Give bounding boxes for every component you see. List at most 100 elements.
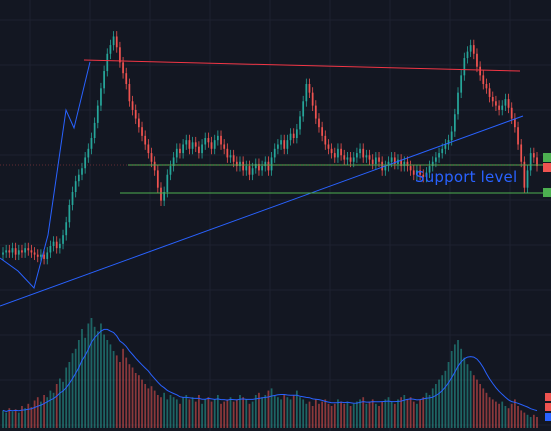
candle-body [450, 131, 453, 141]
candle-body [330, 148, 333, 154]
candle-body [2, 252, 4, 255]
candle-body [273, 148, 276, 158]
volume-tag-3 [545, 413, 551, 421]
candle-body [374, 157, 377, 164]
candle-body [68, 204, 71, 223]
candle-body [210, 142, 213, 149]
candle-body [109, 45, 112, 54]
volume-bar [81, 329, 83, 428]
candle-body [333, 153, 336, 158]
volume-bar [425, 392, 428, 428]
price-candles [2, 31, 538, 265]
candle-body [251, 168, 254, 175]
candle-body [128, 84, 131, 102]
candle-body [340, 148, 342, 156]
volume-bar [460, 348, 463, 428]
candle-body [172, 157, 175, 167]
candle-body [431, 161, 434, 167]
candle-body [393, 157, 396, 164]
candle-body [422, 174, 425, 177]
volume-bar [510, 403, 513, 428]
candle-body [182, 144, 184, 154]
volume-bar [314, 399, 317, 428]
candle-body [96, 105, 99, 123]
volume-bars [2, 318, 538, 428]
candle-body [43, 254, 45, 259]
volume-bar [179, 403, 181, 428]
candle-body [419, 170, 421, 175]
volume-bar [270, 388, 273, 428]
candle-body [356, 153, 358, 158]
volume-bar [495, 401, 497, 428]
volume-bar [305, 403, 308, 428]
candle-body [166, 174, 169, 192]
candle-body [156, 170, 159, 188]
impulse-wave-drawing [0, 61, 91, 289]
candle-body [8, 250, 11, 253]
candle-body [11, 248, 14, 253]
candle-body [441, 148, 444, 154]
volume-bar [295, 390, 298, 428]
volume-tag-2 [545, 403, 551, 411]
volume-bar [216, 395, 219, 428]
candle-body [81, 168, 83, 175]
volume-bar [311, 406, 314, 428]
candle-body [491, 96, 494, 102]
candle-body [390, 157, 393, 162]
candle-body [131, 101, 134, 110]
volume-bar [273, 395, 276, 428]
candle-body [264, 161, 267, 167]
volume-bar [14, 409, 17, 428]
volume-bar [213, 399, 216, 428]
candle-body [100, 88, 102, 106]
volume-bar [84, 337, 87, 428]
volume-bar [504, 406, 507, 428]
volume-bar [156, 395, 159, 428]
candle-body [14, 248, 17, 255]
volume-bar [182, 397, 184, 428]
volume-bar [223, 401, 226, 428]
candle-body [412, 170, 415, 175]
volume-bar [21, 406, 23, 428]
volume-bar [441, 375, 444, 428]
candle-body [65, 222, 68, 236]
volume-bar [144, 384, 147, 428]
candle-body [428, 166, 431, 173]
candle-body [387, 161, 390, 167]
volume-bar [27, 403, 30, 428]
candle-body [84, 157, 87, 169]
volume-bar [122, 348, 124, 428]
volume-bar [501, 401, 504, 428]
volume-bar [226, 399, 229, 428]
volume-bar [444, 370, 447, 428]
candle-body [469, 45, 472, 52]
volume-bar [491, 399, 494, 428]
candle-body [242, 161, 245, 171]
volume-bar [2, 410, 4, 428]
volume-bar [109, 344, 112, 428]
candle-body [93, 122, 96, 138]
volume-bar [137, 375, 140, 428]
volume-bar [43, 395, 45, 428]
candle-body [267, 161, 270, 171]
candle-body [134, 109, 137, 119]
volume-bar [68, 362, 71, 428]
volume-bar [393, 403, 396, 428]
candle-body [365, 155, 368, 158]
volume-bar [258, 392, 260, 428]
candle-body [36, 254, 39, 257]
volume-bar [321, 401, 324, 428]
volume-bar [242, 397, 245, 428]
volume-bar [498, 403, 500, 428]
volume-bar [403, 395, 406, 428]
volume-bar [280, 399, 282, 428]
volume-bar [532, 414, 535, 428]
candle-body [49, 246, 52, 253]
volume-bar [450, 351, 453, 428]
volume-bar [333, 403, 336, 428]
candle-body [280, 140, 282, 145]
volume-bar [264, 395, 267, 428]
candle-body [368, 155, 371, 160]
volume-bar [277, 397, 279, 428]
volume-bar [169, 395, 172, 428]
